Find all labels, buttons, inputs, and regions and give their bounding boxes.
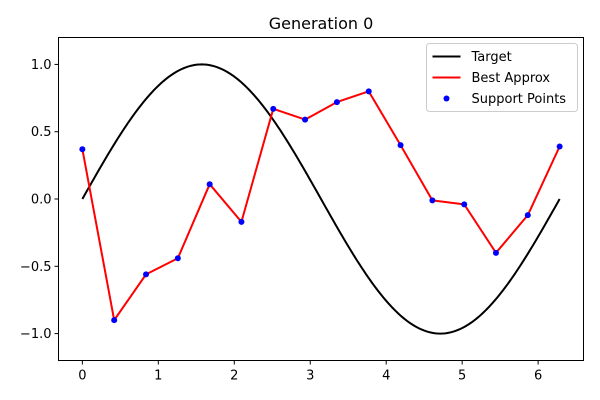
legend-box bbox=[426, 43, 578, 112]
support-point bbox=[333, 99, 340, 106]
series-layer bbox=[79, 63, 563, 335]
y-tick-label: 0.5 bbox=[31, 125, 52, 140]
x-tick-label: 0 bbox=[78, 369, 86, 384]
support-point bbox=[206, 181, 213, 188]
x-tick-label: 1 bbox=[154, 369, 162, 384]
series-line-target bbox=[81, 63, 561, 335]
support-point bbox=[302, 116, 309, 123]
x-tick-label: 4 bbox=[382, 369, 390, 384]
y-tick-label: 0.0 bbox=[31, 193, 52, 208]
x-tick-label: 5 bbox=[458, 369, 466, 384]
support-point bbox=[492, 249, 499, 256]
legend-label: Best Approx bbox=[472, 71, 551, 86]
y-axis: −1.0 −0.5 0.0 0.5 1.0 bbox=[20, 58, 59, 342]
support-point bbox=[556, 143, 563, 150]
support-point bbox=[461, 201, 468, 208]
x-tick-label: 3 bbox=[306, 369, 314, 384]
support-point bbox=[238, 218, 245, 225]
y-tick-label: −0.5 bbox=[20, 260, 52, 275]
series-line-best-approx bbox=[81, 90, 561, 322]
support-point bbox=[143, 271, 150, 278]
chart-title: Generation 0 bbox=[269, 14, 374, 33]
legend: Target Best Approx Support Points bbox=[426, 43, 578, 112]
support-point bbox=[79, 146, 86, 153]
x-tick-label: 2 bbox=[230, 369, 238, 384]
support-point bbox=[429, 197, 436, 204]
y-tick-label: −1.0 bbox=[20, 327, 52, 342]
support-point bbox=[397, 142, 404, 149]
legend-label: Target bbox=[471, 50, 512, 65]
support-point bbox=[174, 255, 181, 262]
x-axis: 0 1 2 3 4 5 6 bbox=[78, 360, 542, 384]
support-point bbox=[270, 105, 277, 112]
support-point bbox=[111, 317, 118, 324]
y-tick-label: 1.0 bbox=[31, 58, 52, 73]
support-point bbox=[524, 212, 531, 219]
legend-marker bbox=[443, 95, 450, 102]
x-tick-label: 6 bbox=[534, 369, 542, 384]
support-point bbox=[365, 88, 372, 95]
legend-label: Support Points bbox=[472, 92, 567, 107]
